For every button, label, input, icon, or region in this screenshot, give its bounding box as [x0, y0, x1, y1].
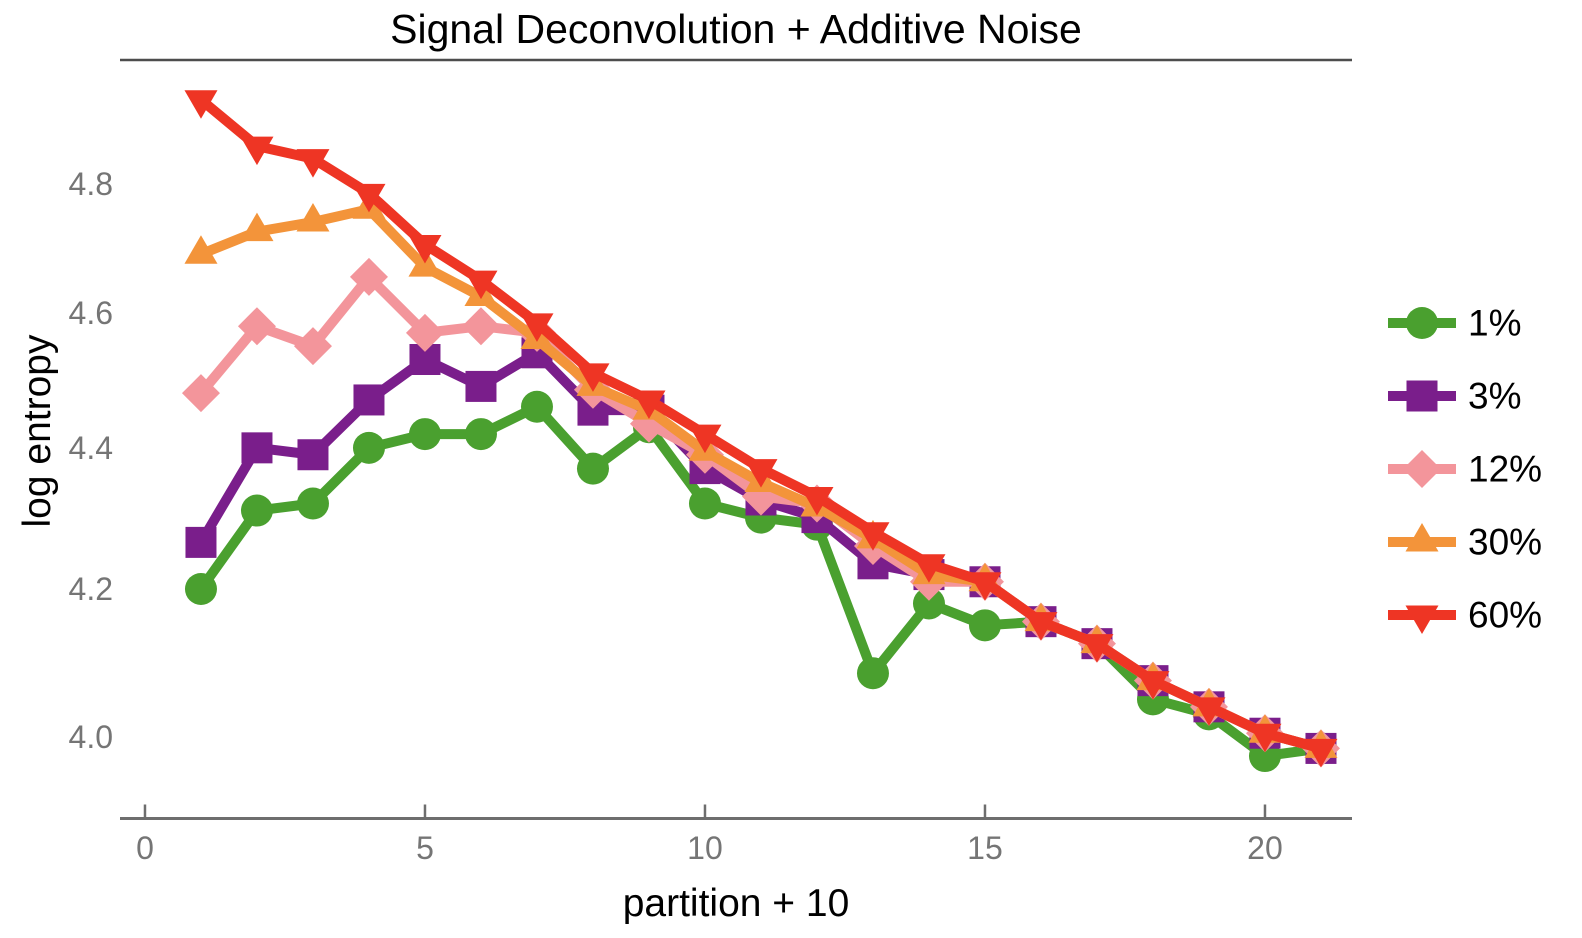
- y-tick-label: 4.8: [69, 166, 113, 202]
- y-tick-label: 4.0: [69, 719, 113, 755]
- legend-label: 30%: [1468, 522, 1542, 563]
- data-point-circle: [856, 657, 889, 690]
- series-1pct: [184, 390, 1337, 773]
- data-point-circle: [576, 452, 609, 485]
- data-point-diamond: [293, 327, 332, 366]
- data-point-circle: [240, 494, 273, 527]
- legend-diamond-icon: [1403, 450, 1441, 488]
- legend-item: 12%: [1388, 449, 1542, 490]
- data-point-triangle-down: [1024, 612, 1058, 641]
- legend-label: 1%: [1468, 303, 1521, 344]
- data-point-square: [241, 432, 273, 464]
- legend-square-icon: [1406, 380, 1438, 412]
- data-point-circle: [296, 487, 329, 520]
- data-point-diamond: [349, 257, 388, 296]
- x-tick-label: 10: [687, 830, 723, 866]
- data-point-circle: [184, 572, 217, 605]
- data-point-diamond: [461, 307, 500, 346]
- data-point-triangle-down: [576, 363, 610, 392]
- data-point-circle: [464, 418, 497, 451]
- data-point-square: [465, 370, 497, 402]
- data-point-triangle-down: [184, 90, 218, 119]
- data-point-triangle-down: [352, 183, 386, 213]
- data-point-diamond: [237, 307, 276, 346]
- legend-item: 60%: [1388, 595, 1542, 636]
- legend-item: 30%: [1388, 522, 1542, 563]
- data-point-circle: [352, 431, 385, 464]
- x-tick-label: 0: [136, 830, 154, 866]
- data-point-triangle-down: [856, 522, 890, 551]
- legend-triangle-up-icon: [1405, 523, 1439, 552]
- legend-label: 3%: [1468, 376, 1521, 417]
- data-point-triangle-down: [408, 235, 442, 264]
- data-point-triangle-down: [912, 554, 946, 583]
- legend: 1% 3% 12% 30% 60%: [1388, 303, 1542, 636]
- data-point-circle: [688, 487, 721, 520]
- data-point-square: [185, 526, 217, 558]
- legend-triangle-down-icon: [1405, 605, 1439, 634]
- data-point-triangle-down: [464, 270, 498, 300]
- data-point-triangle-down: [632, 390, 666, 419]
- y-tick-label: 4.4: [69, 430, 113, 466]
- data-point-circle: [968, 609, 1001, 642]
- legend-item: 3%: [1388, 376, 1521, 417]
- y-tick-label: 4.2: [69, 571, 113, 607]
- data-point-circle: [912, 587, 945, 620]
- data-point-square: [353, 384, 385, 416]
- chart-title: Signal Deconvolution + Additive Noise: [390, 6, 1082, 52]
- data-point-triangle-down: [968, 572, 1002, 601]
- y-tick-label: 4.6: [69, 295, 113, 331]
- data-point-square: [297, 439, 329, 471]
- legend-label: 60%: [1468, 595, 1542, 636]
- data-point-triangle-down: [744, 459, 778, 488]
- data-point-diamond: [405, 313, 444, 352]
- x-tick-label: 20: [1247, 830, 1283, 866]
- data-point-triangle-down: [1304, 738, 1338, 768]
- data-point-triangle-down: [1080, 634, 1114, 663]
- data-point-triangle-up: [240, 212, 274, 242]
- series-60pct: [184, 90, 1338, 768]
- data-point-triangle-up: [296, 203, 330, 232]
- data-point-diamond: [181, 374, 220, 413]
- data-point-triangle-down: [296, 149, 330, 178]
- data-point-triangle-down: [688, 424, 722, 454]
- legend-label: 12%: [1468, 449, 1542, 490]
- legend-circle-icon: [1406, 307, 1438, 339]
- x-tick-label: 5: [416, 830, 434, 866]
- data-point-triangle-down: [240, 136, 274, 166]
- data-point-circle: [520, 390, 553, 423]
- data-point-triangle-down: [1248, 723, 1282, 753]
- data-point-triangle-down: [1192, 697, 1226, 726]
- data-point-triangle-up: [184, 235, 218, 264]
- x-tick-label: 15: [967, 830, 1003, 866]
- data-point-triangle-down: [520, 313, 554, 342]
- data-point-triangle-down: [800, 487, 834, 516]
- x-axis-label: partition + 10: [622, 882, 850, 925]
- y-axis-label: log entropy: [16, 334, 59, 528]
- data-point-circle: [408, 418, 441, 451]
- legend-item: 1%: [1388, 303, 1521, 344]
- data-point-triangle-down: [1136, 671, 1170, 700]
